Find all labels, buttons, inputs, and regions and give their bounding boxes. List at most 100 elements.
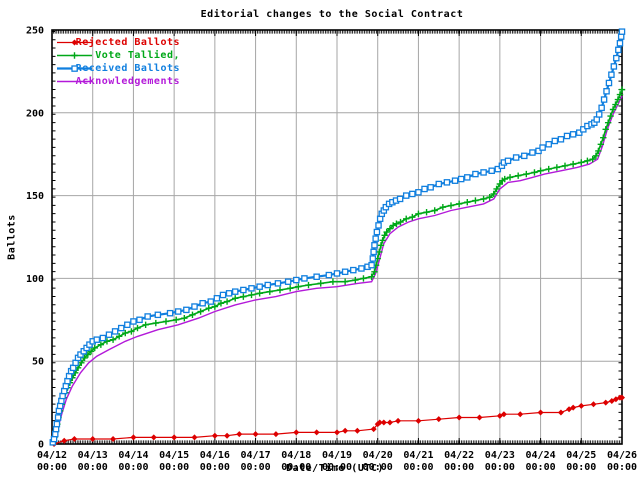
legend-label-vote-tallied: Vote Tallied, [95, 50, 180, 61]
marker-square [301, 275, 308, 282]
marker-plus [134, 324, 141, 332]
marker-plus [423, 208, 430, 216]
marker-plus [381, 232, 388, 239]
marker-diamond [334, 429, 340, 436]
tick-label: 04/17 [241, 450, 271, 461]
marker-square [615, 46, 622, 54]
marker-square [373, 228, 381, 236]
marker-plus [600, 134, 607, 141]
legend-sample-square-icon [57, 65, 92, 72]
marker-plus [389, 222, 397, 229]
marker-plus [595, 147, 602, 155]
tick-label: 50 [32, 357, 44, 368]
marker-plus [383, 228, 390, 236]
marker-square [569, 131, 577, 138]
marker-diamond [211, 432, 218, 439]
series-line-rejected-ballots [53, 397, 622, 445]
marker-diamond [578, 402, 585, 409]
marker-plus [439, 203, 447, 211]
marker-plus [553, 164, 561, 171]
marker-plus [472, 197, 479, 204]
marker-plus [592, 152, 600, 160]
legend-label-acknowledgements: Acknowledgements [75, 76, 180, 87]
marker-square [494, 165, 502, 173]
tick-label: 00:00 [363, 462, 393, 473]
series-vote-tallied [50, 86, 626, 446]
marker-plus [376, 248, 383, 256]
marker-plus [480, 195, 487, 203]
tick-label: 04/22 [444, 450, 474, 461]
marker-plus [217, 300, 225, 307]
marker-square [154, 311, 162, 319]
marker-plus [447, 202, 455, 209]
tick-label: 200 [26, 108, 44, 119]
marker-diamond [435, 416, 442, 423]
marker-diamond [272, 431, 279, 438]
marker-square [613, 54, 620, 62]
tick-label: 04/19 [322, 450, 352, 461]
marker-diamond [590, 401, 597, 408]
marker-square [557, 136, 565, 143]
legend-item-acknowledgements: Acknowledgements [56, 76, 226, 89]
marker-plus [211, 303, 219, 310]
marker-square [504, 157, 512, 165]
marker-plus [506, 174, 514, 181]
marker-square [600, 96, 608, 103]
marker-square [213, 295, 221, 302]
marker-plus [317, 280, 324, 287]
marker-plus [197, 308, 204, 315]
chart-title: Editorial changes to the Social Contract [200, 9, 464, 20]
marker-plus [256, 290, 263, 297]
marker-plus [397, 218, 404, 226]
tick-label: 00:00 [485, 462, 515, 473]
marker-square [231, 288, 239, 295]
marker-square [111, 328, 119, 335]
tick-label: 00:00 [322, 462, 352, 473]
series-line-vote-tallied [52, 89, 623, 443]
marker-square [358, 265, 365, 272]
marker-square [325, 271, 333, 279]
marker-square [93, 336, 101, 343]
marker-square [529, 149, 536, 156]
marker-plus [589, 155, 596, 163]
marker-plus [578, 159, 585, 166]
tick-label: 00:00 [159, 462, 189, 473]
marker-plus [609, 106, 617, 113]
marker-diamond [313, 429, 320, 436]
marker-plus [531, 169, 538, 176]
marker-diamond [557, 409, 564, 416]
marker-square [136, 316, 143, 324]
marker-square [539, 144, 546, 151]
marker-diamond [500, 411, 507, 418]
marker-plus [276, 286, 284, 294]
marker-square [240, 286, 247, 294]
marker-square [219, 291, 227, 299]
marker-plus [604, 119, 612, 126]
marker-plus [618, 86, 626, 93]
marker-plus [103, 338, 111, 345]
marker-plus [415, 210, 422, 218]
marker-square [256, 283, 263, 290]
marker-plus [455, 200, 463, 208]
marker-diamond [415, 417, 422, 424]
tick-label: 00:00 [566, 462, 596, 473]
marker-square [54, 414, 62, 421]
legend-item-received-ballots: Received Ballots [56, 63, 226, 76]
marker-plus [616, 91, 624, 98]
marker-diamond [476, 414, 483, 421]
marker-plus [232, 295, 239, 302]
marker-diamond [191, 434, 198, 441]
marker-plus [496, 180, 504, 188]
marker-plus [78, 359, 85, 367]
tick-label: 04/24 [526, 450, 556, 461]
marker-plus [286, 285, 294, 292]
tick-label: 04/15 [159, 450, 189, 461]
marker-square [191, 303, 198, 310]
marker-diamond [71, 436, 78, 443]
marker-plus [122, 329, 129, 337]
marker-square [421, 185, 428, 193]
series-received-ballots [49, 28, 626, 446]
marker-square [368, 261, 375, 269]
marker-square [605, 79, 613, 87]
tick-label: 00:00 [200, 462, 230, 473]
